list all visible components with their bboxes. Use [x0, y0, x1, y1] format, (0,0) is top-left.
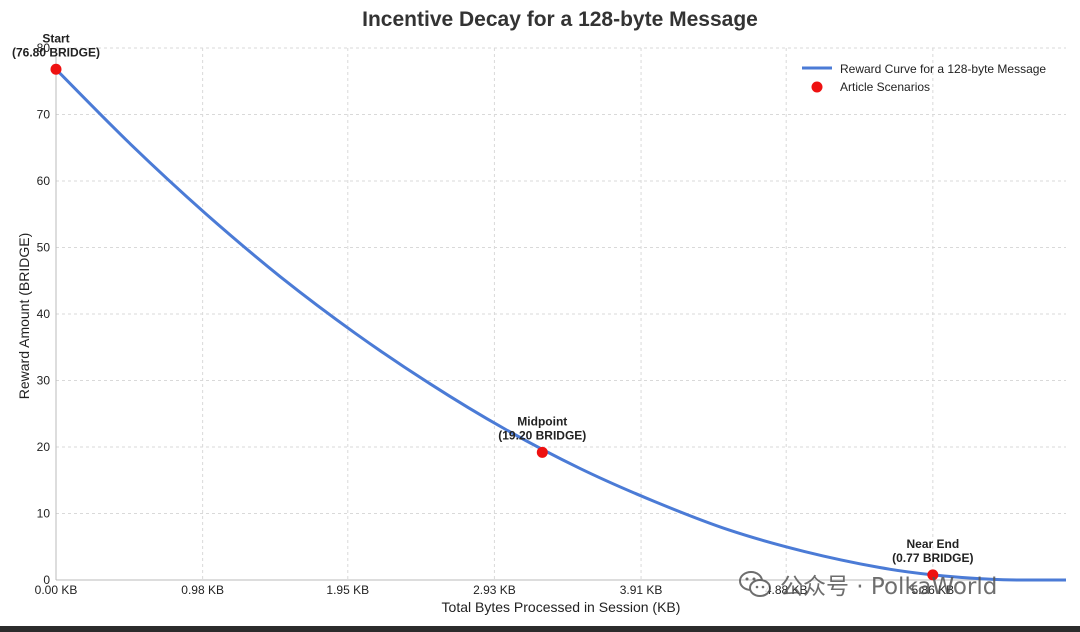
annotation-label: Midpoint: [517, 414, 567, 428]
axes: 0.00 KB 0.98 KB 1.95 KB 2.93 KB 3.91 KB 4.88 …: [35, 41, 1066, 597]
annotation-label: Near End: [906, 537, 959, 551]
x-tick-label: 5.86 KB: [911, 583, 954, 597]
annotations: Start(76.80 BRIDGE) Midpoint(19.20 BRIDGE…: [12, 31, 974, 565]
x-tick-label: 3.91 KB: [620, 583, 663, 597]
legend-label-scenarios: Article Scenarios: [840, 80, 930, 94]
x-tick-label: 1.95 KB: [326, 583, 369, 597]
bottom-border: [0, 626, 1080, 632]
y-tick-label: 40: [37, 307, 51, 321]
y-tick-label: 0: [43, 573, 50, 587]
chart-title: Incentive Decay for a 128-byte Message: [362, 8, 758, 31]
y-tick-label: 70: [37, 108, 51, 122]
y-axis-label: Reward Amount (BRIDGE): [16, 233, 32, 400]
scenario-point: [50, 63, 62, 75]
y-tick-label: 80: [37, 41, 51, 55]
y-tick-label: 60: [37, 174, 51, 188]
x-tick-label: 4.88 KB: [765, 583, 808, 597]
annotation-label: Start: [42, 31, 69, 45]
x-tick-label: 0.00 KB: [35, 583, 78, 597]
reward-curve-line: [54, 68, 1067, 582]
y-tick-label: 10: [37, 507, 51, 521]
series: [50, 63, 1067, 582]
wechat-icon: [739, 571, 771, 597]
y-tick-label: 30: [37, 374, 51, 388]
grid: [56, 47, 1066, 580]
y-tick-label: 50: [37, 241, 51, 255]
x-axis-label: Total Bytes Processed in Session (KB): [442, 599, 681, 615]
x-tick-label: 0.98 KB: [181, 583, 224, 597]
watermark: 公众号 · PolkaWorld: [738, 566, 997, 602]
annotation-value: (76.80 BRIDGE): [12, 45, 100, 59]
legend-point-swatch: [811, 81, 823, 93]
annotation-value: (19.20 BRIDGE): [498, 428, 586, 442]
scenario-point: [536, 446, 548, 458]
scenario-point: [927, 569, 939, 581]
x-tick-label: 2.93 KB: [473, 583, 516, 597]
annotation-value: (0.77 BRIDGE): [892, 551, 973, 565]
watermark-text: 公众号 · PolkaWorld: [780, 574, 998, 600]
legend: Reward Curve for a 128-byte Message Arti…: [802, 62, 1046, 94]
y-tick-label: 20: [37, 440, 51, 454]
legend-label-curve: Reward Curve for a 128-byte Message: [840, 62, 1046, 76]
